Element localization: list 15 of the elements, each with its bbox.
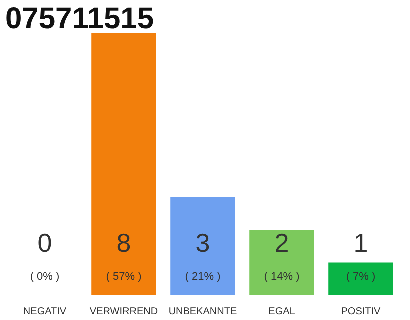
bar <box>170 197 236 296</box>
data-label: 8 ( 57% ) <box>106 228 142 284</box>
data-label: 2 ( 14% ) <box>264 228 300 284</box>
data-label: 3 ( 21% ) <box>185 228 221 284</box>
data-label: 0 ( 0% ) <box>30 228 60 284</box>
x-tick-label: POSITIV <box>341 306 382 318</box>
bar <box>328 262 394 296</box>
bar <box>92 34 156 296</box>
x-tick-label: NEGATIV <box>23 306 67 318</box>
chart-title: 075711515 <box>6 2 154 36</box>
x-tick-label: VERWIRREND <box>90 306 158 318</box>
bar <box>250 230 314 296</box>
data-label: 1 ( 7% ) <box>346 228 376 284</box>
x-tick-label: UNBEKANNTE <box>168 306 238 318</box>
x-tick-label: EGAL <box>268 306 296 318</box>
